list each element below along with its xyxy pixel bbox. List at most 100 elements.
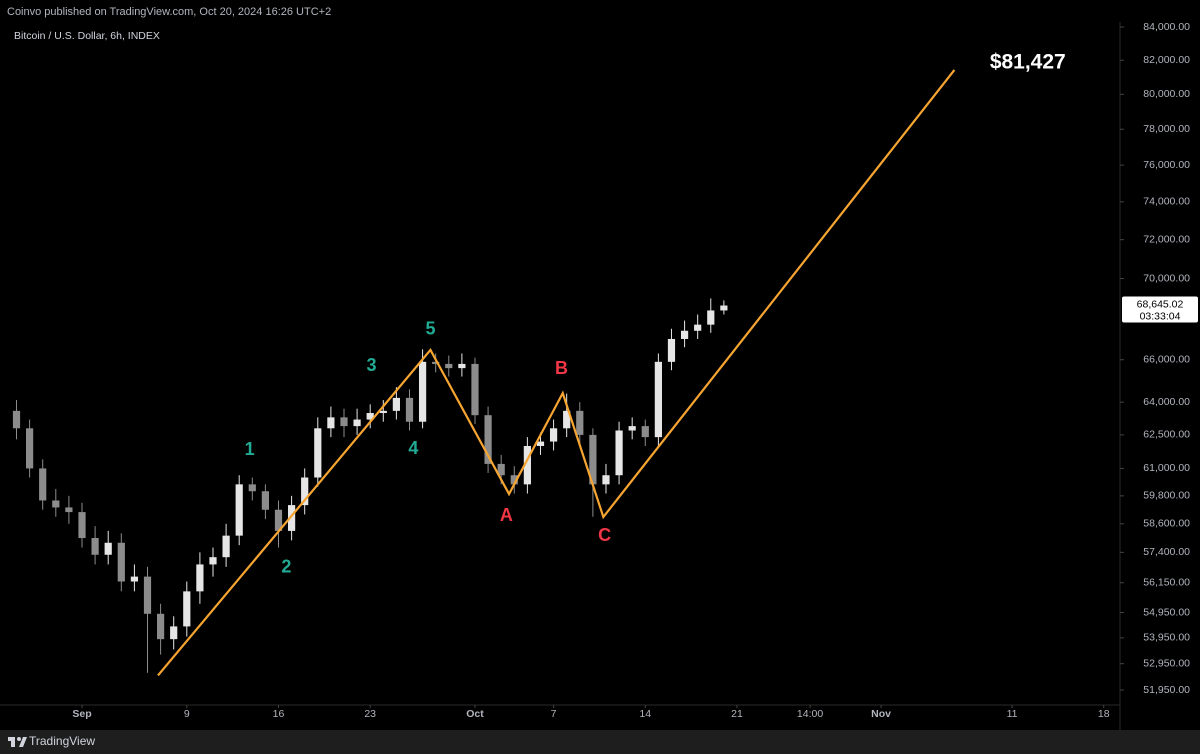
candle-body [170,626,178,640]
y-tick-label: 53,950.00 [1143,632,1190,644]
candle-body [654,361,662,438]
candle-body [130,576,139,582]
y-tick-label: 52,950.00 [1143,657,1190,669]
y-tick-label: 66,000.00 [1143,354,1190,366]
annotation: B [555,358,568,378]
candle-body [458,363,466,369]
y-tick-label: 59,800.00 [1143,490,1190,502]
candle-body [156,613,165,640]
candle-body [523,445,531,485]
candle-body [536,441,545,446]
candle-body [405,397,414,422]
y-tick-label: 51,950.00 [1143,684,1190,696]
candle-body [576,410,584,435]
y-tick-label: 56,150.00 [1143,577,1190,589]
candle-body [602,475,610,485]
candle-body [694,324,702,331]
candle-body [222,535,230,558]
annotation: 5 [425,318,435,338]
candle-body [641,426,649,438]
candle-body [65,507,73,513]
candle-body [484,415,492,464]
candle-body [52,500,60,508]
countdown: 03:33:04 [1140,310,1181,322]
annotation: C [598,525,611,545]
candle-body [471,363,479,416]
wave-line [157,69,956,677]
x-tick-label: 9 [184,708,190,720]
candle-body [432,361,440,364]
candle-body [366,413,374,420]
symbol-title: Bitcoin / U.S. Dollar, 6h, INDEX [14,30,160,42]
candle-body [235,484,243,536]
tradingview-logo [8,737,27,747]
y-tick-label: 61,000.00 [1143,462,1190,474]
annotation: A [500,505,513,525]
candle-body [26,428,34,469]
y-tick-label: 64,000.00 [1143,396,1190,408]
y-tick-label: 82,000.00 [1143,54,1190,66]
price-tag-box [1122,296,1198,323]
y-tick-label: 58,600.00 [1143,518,1190,530]
y-tick-label: 74,000.00 [1143,196,1190,208]
candle-body [143,576,152,614]
annotation: 3 [366,355,376,375]
candle-body [667,338,676,362]
y-tick-label: 57,400.00 [1143,546,1190,558]
y-tick-label: 84,000.00 [1143,21,1190,33]
y-tick-label: 70,000.00 [1143,272,1190,284]
x-tick-label: 21 [731,708,743,720]
candle-body [12,410,21,429]
candle-body [510,475,518,485]
annotation: 2 [281,557,291,577]
candle-body [274,509,283,531]
candle-body [78,512,86,539]
y-tick-label: 62,500.00 [1143,429,1190,441]
candle-body [196,564,204,592]
price-tag: 68,645.02 [1137,298,1184,310]
candle-body [183,591,191,627]
candle-body [261,491,269,510]
candle-body [301,477,309,506]
candle-body [497,463,505,476]
x-tick-label: 18 [1098,708,1110,720]
y-tick-label: 76,000.00 [1143,159,1190,171]
y-tick-label: 72,000.00 [1143,233,1190,245]
x-tick-label: 16 [273,708,285,720]
footer-bar [0,730,1200,754]
x-tick-label: Sep [72,708,91,720]
candle-body [287,505,296,531]
x-tick-label: 11 [1007,708,1018,720]
candle-body [340,417,348,427]
candle-body [628,426,636,431]
x-tick-label: Oct [466,708,484,720]
candle-body [39,468,47,501]
x-tick-label: 7 [551,708,557,720]
y-tick-label: 78,000.00 [1143,123,1190,135]
candle-body [615,430,623,476]
candle-body [445,363,453,369]
candle-body [563,410,571,429]
footer-brand: TradingView [29,734,95,748]
candle-body [104,542,112,555]
y-tick-label: 54,950.00 [1143,606,1190,618]
candle-body [720,305,728,311]
candle-body [418,361,427,422]
candle-body [91,538,99,555]
candle-body [379,410,387,414]
candle-body [680,330,689,339]
candle-body [209,557,217,565]
annotation: 4 [408,438,418,458]
candle-body [707,310,715,325]
y-tick-label: 80,000.00 [1143,88,1190,100]
candle-body [549,428,558,442]
candle-body [589,434,597,485]
candle-body [117,542,125,582]
candle-body [248,484,256,492]
candle-body [353,419,361,427]
annotation: 1 [245,439,255,459]
x-tick-label: Nov [871,708,891,720]
